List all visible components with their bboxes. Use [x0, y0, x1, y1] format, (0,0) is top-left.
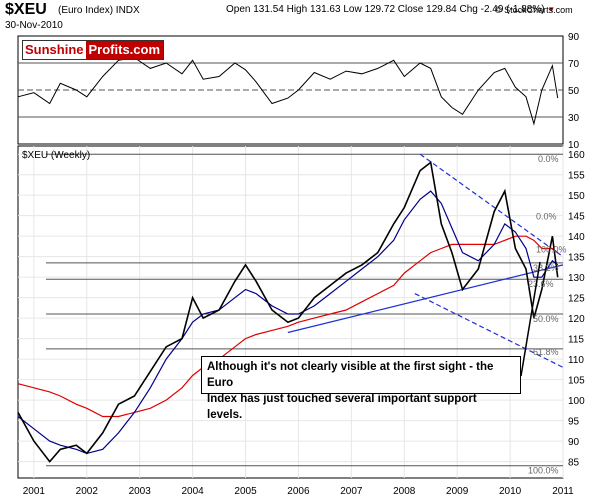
- year-tick-label: 2003: [129, 486, 152, 497]
- price-tick-label: 90: [568, 437, 580, 448]
- rsi-ticks: 90 70 50 30 10: [568, 32, 580, 151]
- annotation-line-1: Although it's not clearly visible at the…: [207, 361, 494, 389]
- year-tick-label: 2009: [446, 486, 469, 497]
- rsi-tick-label: 90: [568, 32, 580, 43]
- fib-label: 100.0%: [536, 244, 567, 254]
- price-panel-frame: [17, 145, 564, 479]
- price-tick-label: 95: [568, 417, 580, 428]
- price-tick-label: 105: [568, 376, 585, 387]
- rsi-tick-label: 70: [568, 59, 580, 70]
- price-tick-label: 160: [568, 150, 585, 161]
- fib-label: 0.0%: [536, 212, 557, 222]
- price-tick-label: 130: [568, 273, 585, 284]
- year-tick-label: 2008: [393, 486, 416, 497]
- fibonacci-lines: [46, 153, 563, 467]
- lower-channel-line: [414, 293, 564, 368]
- price-tick-label: 125: [568, 294, 585, 305]
- fib-label: 50.0%: [533, 314, 559, 324]
- price-tick-label: 155: [568, 171, 585, 182]
- logo-part-2: Profits.com: [85, 41, 164, 59]
- fib-label: 23.6%: [528, 279, 554, 289]
- rsi-tick-label: 10: [568, 140, 580, 151]
- rsi-line: [17, 57, 559, 126]
- year-tick-label: 2007: [340, 486, 363, 497]
- price-line: [17, 160, 559, 463]
- price-tick-label: 150: [568, 191, 585, 202]
- price-tick-label: 85: [568, 458, 580, 469]
- annotation-pointer: [520, 261, 541, 377]
- symbol-title: $XEU: [5, 1, 47, 18]
- price-tick-label: 110: [568, 355, 584, 366]
- price-tick-label: 120: [568, 314, 585, 325]
- year-tick-label: 2001: [23, 486, 46, 497]
- annotation-line-2: Index has just touched several important…: [207, 393, 477, 421]
- price-panel-label: $XEU (Weekly): [22, 150, 90, 161]
- x-axis-ticks: 2001 2002 2003 2004 2005 2006 2007 2008 2009 2010…: [23, 486, 574, 497]
- fib-labels: 0.0% 100.0% 50.0% 38.2% 23.6% 61.8% 0.0% 100.0%: [528, 154, 567, 476]
- price-tick-label: 100: [568, 396, 585, 407]
- chart-date: 30-Nov-2010: [5, 20, 63, 31]
- sunshineprofits-logo: Sunshine Profits.com: [22, 40, 165, 60]
- rsi-tick-label: 30: [568, 113, 580, 124]
- price-tick-label: 140: [568, 232, 585, 243]
- trend-lines: [287, 153, 564, 368]
- year-tick-label: 2005: [234, 486, 257, 497]
- fib-label: 0.0%: [538, 154, 559, 164]
- fib-label: 38.2%: [533, 263, 559, 273]
- year-tick-label: 2011: [552, 486, 574, 497]
- year-tick-label: 2006: [287, 486, 310, 497]
- annotation-box: Although it's not clearly visible at the…: [201, 356, 521, 421]
- rsi-grid: [18, 62, 563, 118]
- index-name: (Euro Index) INDX: [58, 5, 140, 16]
- price-ticks: 160 155 150 145 140 135 130 125 120 115 110 105 100 9…: [568, 150, 585, 468]
- year-tick-label: 2002: [76, 486, 99, 497]
- ohlc-values: Open 131.54 High 131.63 Low 129.72 Close…: [226, 4, 545, 15]
- year-tick-label: 2010: [499, 486, 522, 497]
- down-arrow-icon: ▼: [547, 5, 556, 14]
- moving-average-blue: [17, 190, 559, 455]
- fib-label: 61.8%: [533, 347, 559, 357]
- moving-average-red: [17, 235, 559, 418]
- price-tick-label: 135: [568, 253, 585, 264]
- fib-label: 100.0%: [528, 466, 559, 476]
- price-tick-label: 145: [568, 212, 585, 223]
- year-tick-label: 2004: [181, 486, 204, 497]
- stockcharts-credit[interactable]: © StockCharts.com: [495, 5, 573, 15]
- upper-channel-line: [419, 153, 564, 258]
- price-tick-label: 115: [568, 335, 584, 346]
- rsi-tick-label: 50: [568, 86, 580, 97]
- logo-part-1: Sunshine: [23, 41, 86, 59]
- ohlc-readout: Open 131.54 High 131.63 Low 129.72 Close…: [226, 4, 555, 15]
